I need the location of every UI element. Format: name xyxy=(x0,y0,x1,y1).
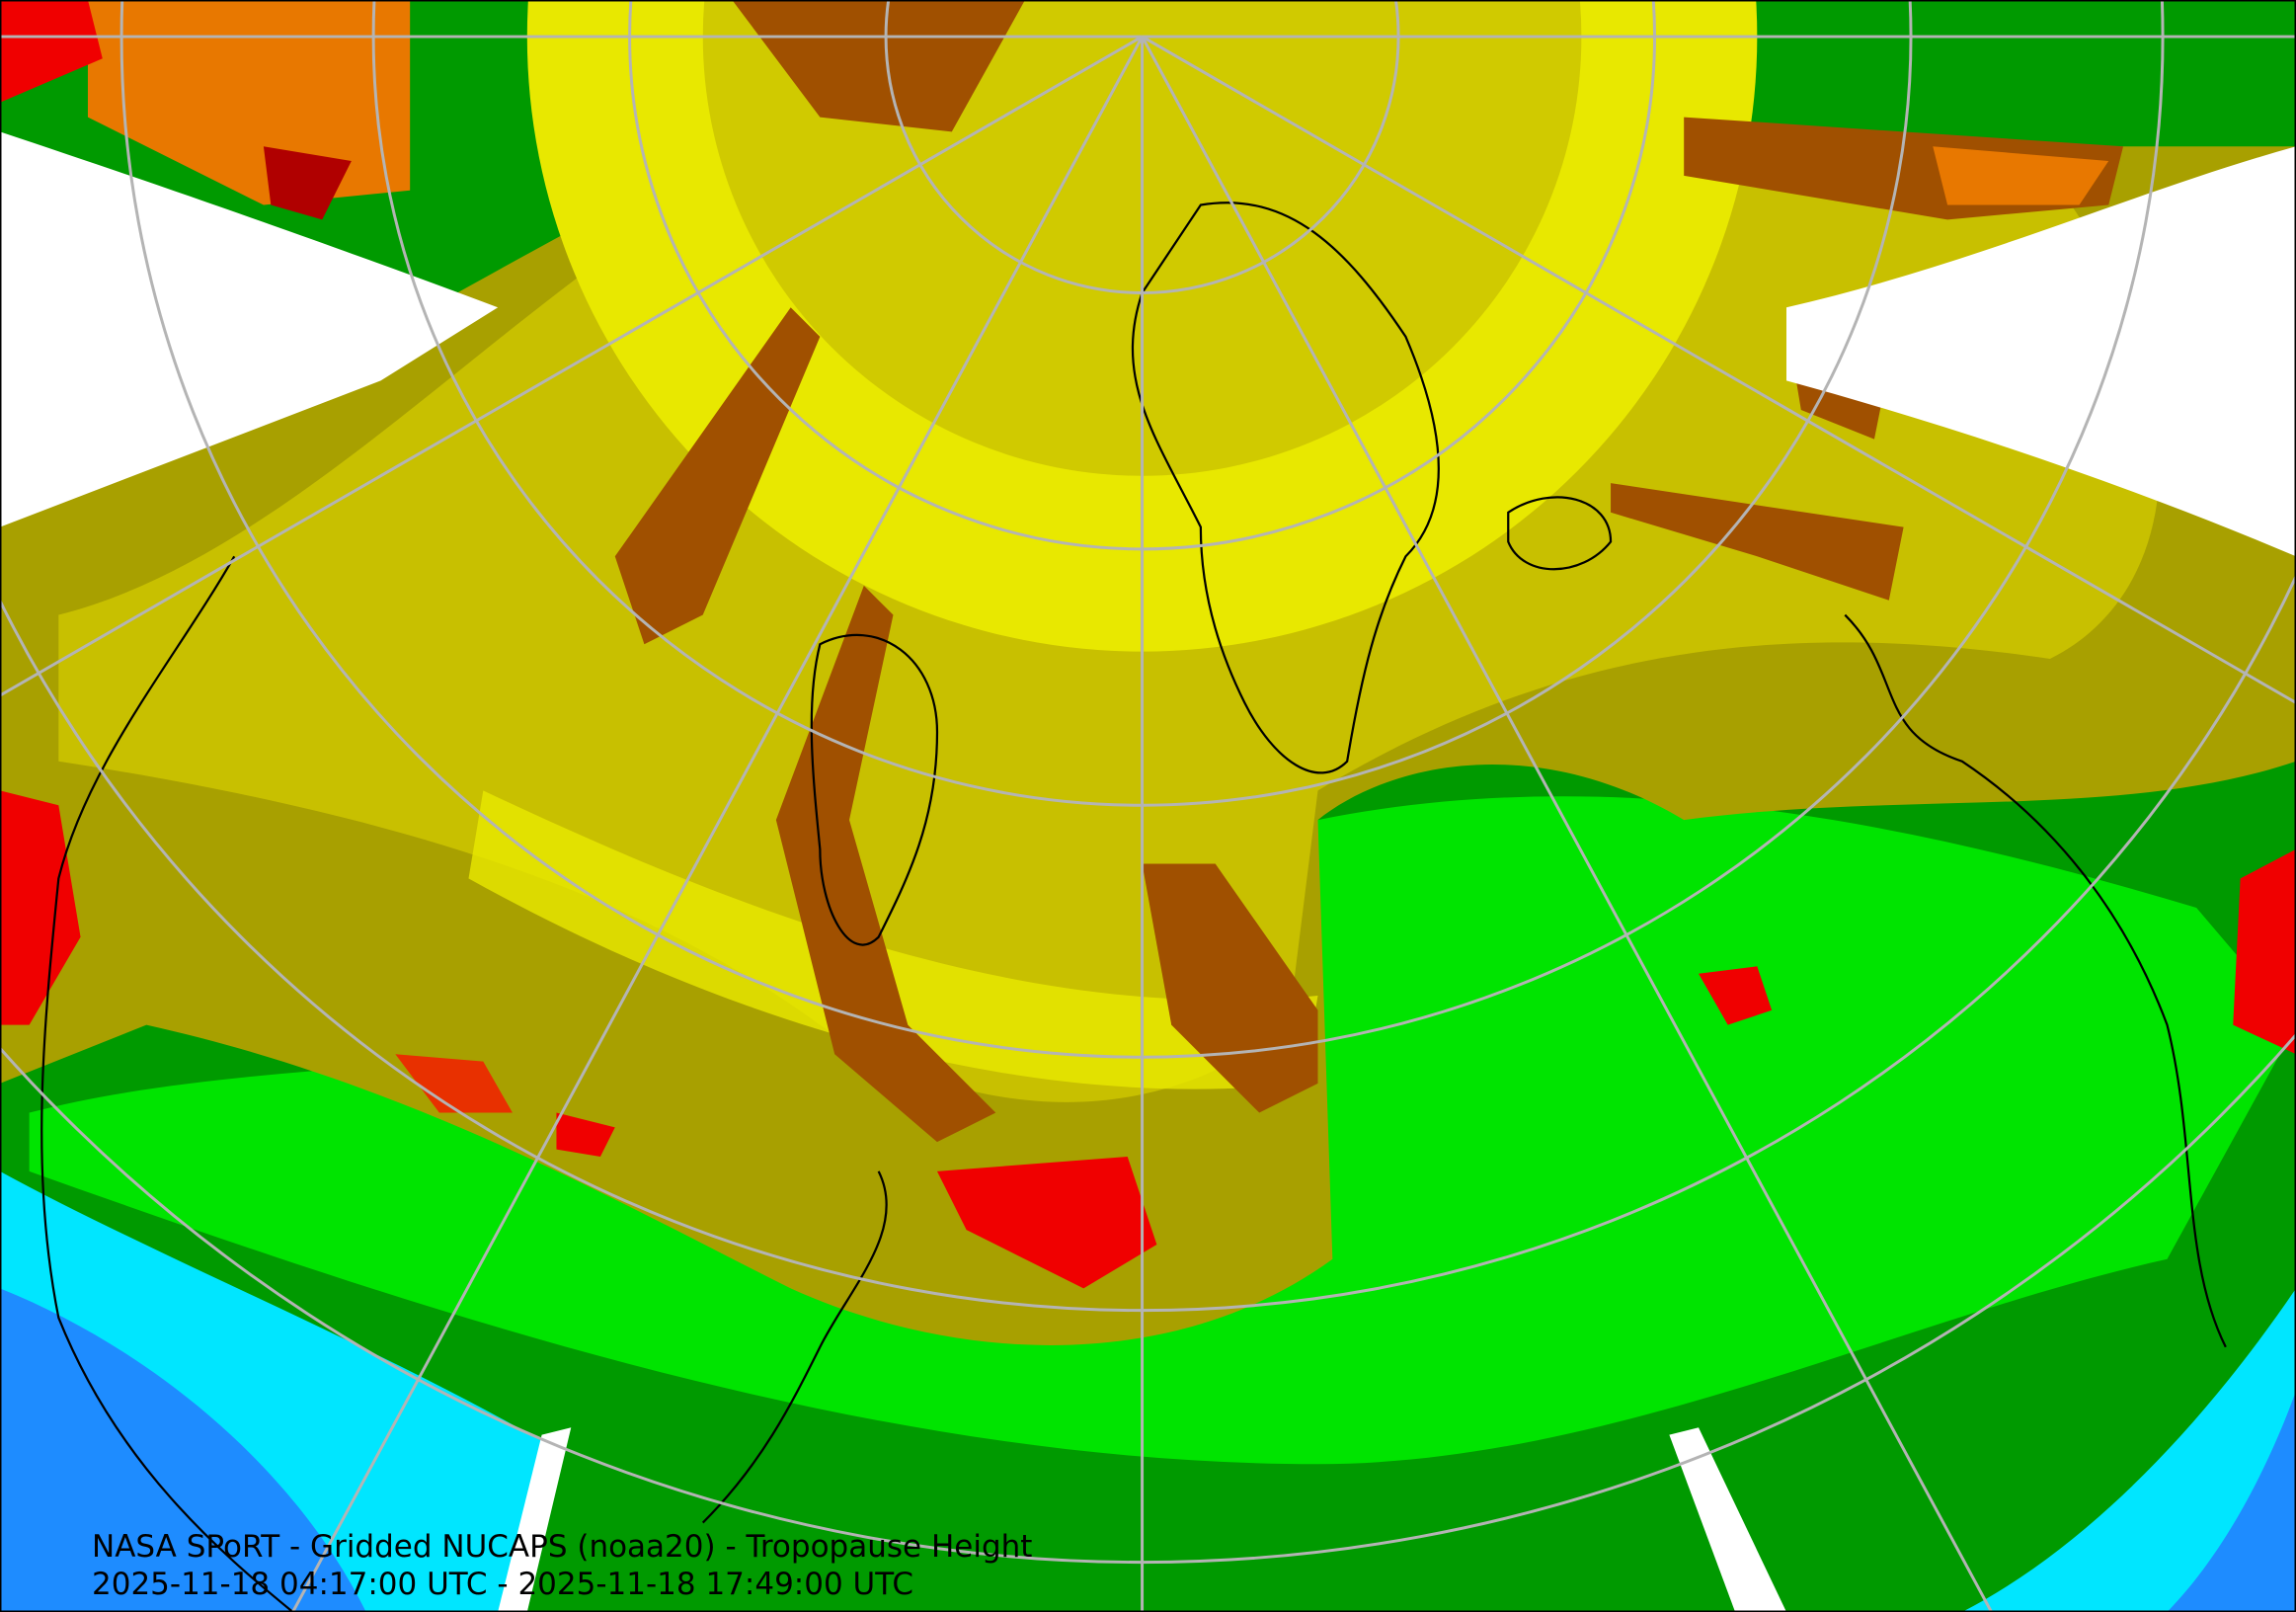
coastline-europe xyxy=(1844,613,2227,1348)
graticule-meridian xyxy=(291,36,1144,1612)
no-data-wedge-northwest xyxy=(0,131,499,527)
region-red-newengland xyxy=(936,1157,1157,1289)
region-brown-arc-hudson xyxy=(775,585,996,1143)
region-orange-northeast xyxy=(1933,146,2109,205)
graticule-meridian xyxy=(1141,35,2296,704)
region-brown-arc-west xyxy=(614,307,821,645)
region-yellow-arc xyxy=(468,790,1318,1089)
coastline-greenland xyxy=(1131,202,1440,774)
region-brown-top xyxy=(732,0,1025,132)
region-red-west-coast xyxy=(0,790,81,1025)
region-cyan xyxy=(0,1170,557,1612)
graticule-meridian xyxy=(1141,36,1993,1612)
coastline-north-america-west xyxy=(40,555,294,1612)
region-brown-europe xyxy=(1611,483,1904,601)
region-red-northwest xyxy=(0,0,103,103)
no-data-wedge-northeast xyxy=(1785,146,2296,557)
region-red-east-edge xyxy=(2233,848,2296,1055)
region-red-greatlakes-2 xyxy=(556,1112,615,1158)
region-orange-northwest xyxy=(87,0,411,205)
coastline-iceland xyxy=(1507,496,1613,571)
map-time-range: 2025-11-18 04:17:00 UTC - 2025-11-18 17:… xyxy=(92,1567,913,1602)
no-data-strip-southwest xyxy=(498,1427,572,1612)
coastline-hudson-bay xyxy=(810,633,939,946)
region-red-northwest-2 xyxy=(263,146,352,220)
graticule-meridian xyxy=(0,35,1144,697)
region-red-atlantic xyxy=(1699,966,1773,1025)
region-red-greatlakes xyxy=(395,1054,513,1113)
region-cyan-right xyxy=(1961,1288,2296,1612)
map-title: NASA SPoRT - Gridded NUCAPS (noaa20) - T… xyxy=(92,1529,1033,1565)
coastline-north-america-east xyxy=(701,1170,888,1524)
no-data-strip-south xyxy=(1669,1427,1786,1612)
region-blue-right xyxy=(2167,1391,2296,1612)
region-brown-east xyxy=(1142,863,1318,1113)
